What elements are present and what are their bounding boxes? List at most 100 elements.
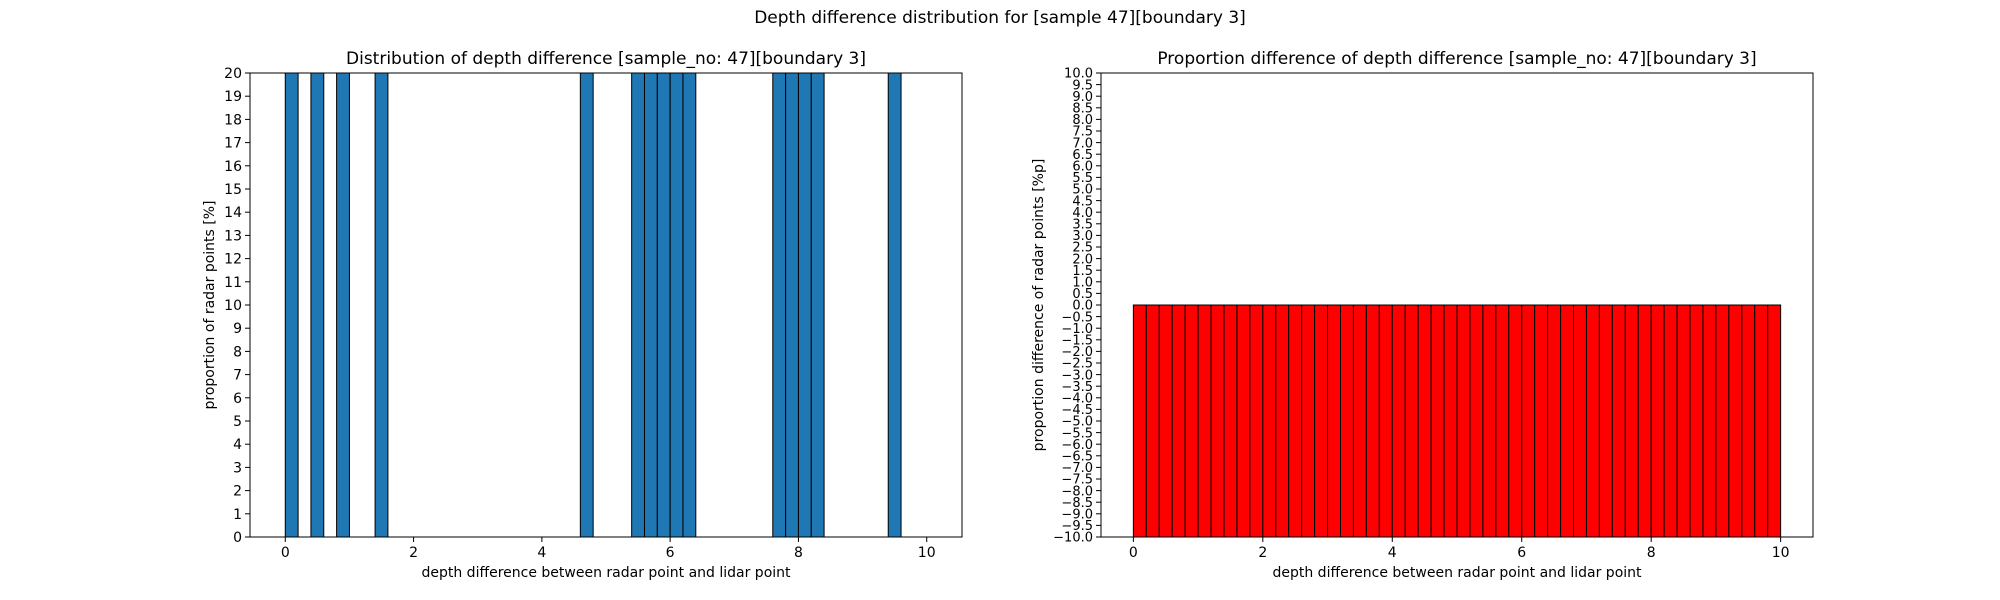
right-y-tick-label: −7.0 [1061,461,1093,476]
left-x-tick-label: 8 [794,545,803,561]
right-y-tick-label: −1.0 [1061,322,1093,337]
left-y-tick-label: 10 [224,298,242,314]
left-x-ticks: 0 2 4 6 8 10 [281,537,936,561]
left-bar [772,72,787,538]
left-y-tick-label: 7 [233,368,242,384]
right-y-tick-label: 6.5 [1072,148,1093,163]
right-bar [1288,304,1303,538]
right-x-tick-label: 4 [1388,545,1397,561]
left-y-tick-label: 14 [224,205,242,221]
left-bar [785,72,799,538]
right-bar [1391,304,1406,538]
right-y-tick-label: 4.0 [1072,206,1093,221]
left-bar [336,72,350,538]
left-bars [284,72,902,538]
right-bar [1210,304,1225,538]
right-bar [1158,304,1173,538]
right-bar [1521,304,1536,538]
left-y-tick-label: 3 [233,460,242,476]
left-bar [579,72,594,538]
right-y-tick-label: −3.0 [1061,368,1093,383]
right-bar [1275,304,1290,538]
right-y-tick-label: −5.5 [1061,426,1093,441]
right-bar [1171,304,1186,538]
right-bar [1637,304,1652,538]
right-y-tick-label: −9.5 [1061,519,1093,534]
right-bar [1249,304,1264,538]
left-bar [797,72,812,538]
right-y-tick-label: −0.5 [1061,310,1093,325]
right-x-tick-label: 0 [1129,545,1138,561]
right-y-tick-label: −4.0 [1061,391,1093,406]
right-y-tick-label: 10.0 [1064,67,1093,82]
right-y-tick-label: 7.5 [1072,125,1093,140]
left-x-tick-label: 2 [409,545,418,561]
left-x-tick-label: 0 [281,545,290,561]
right-y-tick-label: −4.5 [1061,403,1093,418]
right-bar [1132,304,1147,538]
right-y-tick-label: 9.5 [1072,78,1093,93]
right-y-tick-label: −8.5 [1061,496,1093,511]
right-bar [1365,304,1380,538]
left-y-tick-label: 8 [233,344,242,360]
right-bar [1482,304,1497,538]
right-bar [1573,304,1587,538]
right-bar [1689,304,1704,538]
right-bar [1508,304,1523,538]
left-y-axis-label: proportion of radar points [%] [202,200,218,409]
left-y-tick-label: 2 [233,484,242,500]
right-x-tick-label: 10 [1772,545,1790,561]
right-bar [1715,304,1730,538]
right-bar [1534,304,1549,538]
left-x-tick-label: 10 [918,545,936,561]
right-y-tick-label: 0.0 [1072,299,1093,314]
right-x-tick-label: 6 [1517,545,1526,561]
right-bar [1560,304,1575,538]
right-y-tick-label: −5.0 [1061,415,1093,430]
right-bar [1327,304,1341,538]
left-y-tick-label: 13 [224,228,242,244]
right-bar [1223,304,1238,538]
right-bar [1767,304,1782,538]
right-y-tick-label: 3.0 [1072,229,1093,244]
right-y-tick-label: −2.5 [1061,357,1093,372]
right-y-tick-label: 7.0 [1072,136,1093,151]
right-chart-title: Proportion difference of depth differenc… [1157,49,1756,69]
right-y-tick-label: −2.0 [1061,345,1093,360]
left-bar [810,72,825,538]
left-y-tick-label: 9 [233,321,242,337]
right-bar [1495,304,1510,538]
left-bar [669,72,684,538]
right-y-tick-label: 8.0 [1072,113,1093,128]
left-x-tick-label: 6 [666,545,675,561]
right-y-tick-label: 5.5 [1072,171,1093,186]
right-bar [1728,304,1743,538]
left-bar [284,72,299,538]
right-bar [1236,304,1251,538]
right-bar [1676,304,1691,538]
figure-title: Depth difference distribution for [sampl… [754,8,1246,28]
left-bar [656,72,671,538]
right-y-tick-label: 3.5 [1072,217,1093,232]
right-x-axis-label: depth difference between radar point and… [1272,565,1642,581]
right-y-tick-label: 9.0 [1072,90,1093,105]
right-y-tick-label: −7.5 [1061,473,1093,488]
left-chart-title: Distribution of depth difference [sample… [346,49,866,69]
right-bar [1611,304,1626,538]
right-y-tick-label: 6.0 [1072,159,1093,174]
right-bar [1443,304,1458,538]
right-y-tick-label: −9.0 [1061,507,1093,522]
right-bar [1430,304,1445,538]
left-y-tick-label: 20 [224,66,242,82]
right-y-tick-label: 2.5 [1072,241,1093,256]
right-y-tick-label: −3.5 [1061,380,1093,395]
right-y-ticks: −10.0−9.5−9.0−8.5−8.0−7.5−7.0−6.5−6.0−5.… [1053,67,1101,546]
right-bar [1469,304,1484,538]
left-y-tick-label: 16 [224,159,242,175]
right-x-tick-label: 2 [1258,545,1267,561]
left-y-tick-label: 11 [224,275,242,291]
chart-left: Distribution of depth difference [sample… [202,49,963,581]
right-bar [1650,304,1665,538]
